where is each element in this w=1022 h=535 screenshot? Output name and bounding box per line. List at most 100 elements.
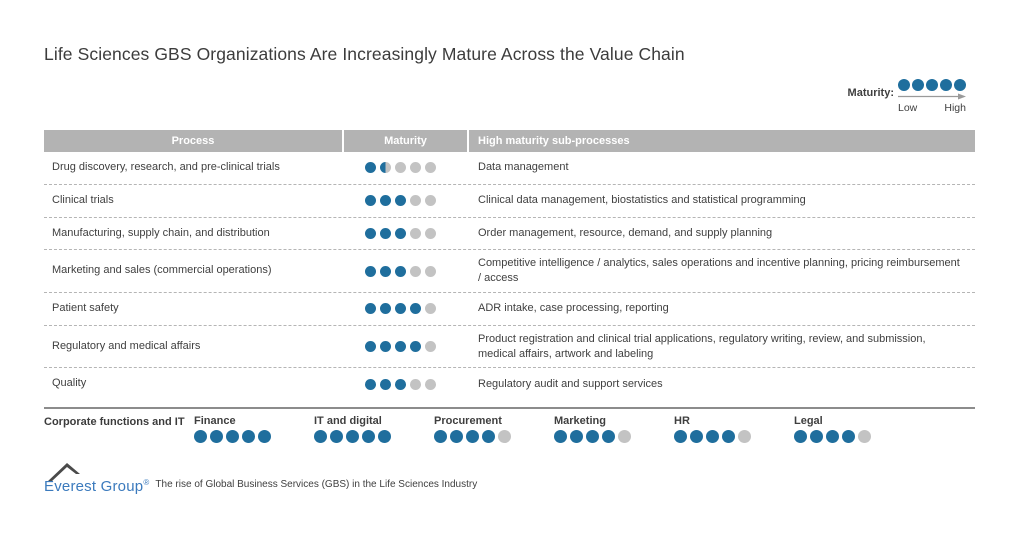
- maturity-dot-filled: [926, 79, 938, 91]
- maturity-dot-filled: [826, 430, 839, 443]
- maturity-dot-filled: [346, 430, 359, 443]
- maturity-dot-filled: [330, 430, 343, 443]
- everest-group-logo: Everest Group®: [44, 461, 149, 494]
- corporate-function: Legal: [794, 415, 914, 443]
- maturity-dot-filled: [380, 227, 391, 239]
- maturity-dot-filled: [794, 430, 807, 443]
- registered-mark: ®: [143, 478, 150, 487]
- corporate-function-dots: [434, 430, 554, 443]
- corporate-function-dots: [794, 430, 914, 443]
- corporate-function-name: Marketing: [554, 415, 606, 427]
- maturity-dot-filled: [586, 430, 599, 443]
- maturity-dot-filled: [706, 430, 719, 443]
- maturity-dot-empty: [410, 265, 421, 277]
- maturity-dot-filled: [602, 430, 615, 443]
- maturity-dots: [344, 195, 469, 207]
- table-row: Marketing and sales (commercial operatio…: [44, 250, 975, 293]
- subprocess-cell: Clinical data management, biostatistics …: [478, 194, 806, 207]
- page-title: Life Sciences GBS Organizations Are Incr…: [44, 44, 685, 64]
- maturity-dot-filled: [378, 430, 391, 443]
- corporate-functions-label: Corporate functions and IT: [44, 416, 185, 428]
- process-cell: Regulatory and medical affairs: [52, 339, 201, 352]
- maturity-legend-label: Maturity:: [847, 87, 894, 99]
- maturity-dot-empty: [425, 162, 436, 174]
- arrow-right-icon: [898, 93, 966, 100]
- maturity-dot-filled: [380, 265, 391, 277]
- maturity-dot-empty: [858, 430, 871, 443]
- maturity-dot-empty: [425, 265, 436, 277]
- maturity-dot-filled: [226, 430, 239, 443]
- maturity-dot-empty: [618, 430, 631, 443]
- process-cell: Patient safety: [52, 301, 119, 314]
- maturity-dot-empty: [425, 303, 436, 315]
- maturity-dot-filled: [940, 79, 952, 91]
- table-header: Process Maturity High maturity sub-proce…: [44, 130, 975, 152]
- header-maturity: Maturity: [344, 130, 469, 152]
- maturity-dot-filled: [242, 430, 255, 443]
- subprocess-cell: Competitive intelligence / analytics, sa…: [478, 257, 960, 285]
- maturity-dot-empty: [410, 162, 421, 174]
- legend-minmax: Low High: [898, 102, 966, 114]
- corporate-function: Finance: [194, 415, 314, 443]
- maturity-dot-empty: [410, 195, 421, 207]
- maturity-dots: [344, 341, 469, 353]
- maturity-dot-filled: [365, 162, 376, 174]
- legend-dots: [898, 79, 966, 91]
- subprocess-cell: Data management: [478, 161, 569, 174]
- process-cell: Clinical trials: [52, 193, 114, 206]
- corporate-function-dots: [554, 430, 674, 443]
- legend-high-label: High: [944, 102, 966, 114]
- maturity-dot-filled: [365, 378, 376, 390]
- maturity-dot-filled: [365, 227, 376, 239]
- maturity-dot-filled: [722, 430, 735, 443]
- maturity-dot-filled: [410, 341, 421, 353]
- corporate-function: Procurement: [434, 415, 554, 443]
- maturity-dots: [344, 378, 469, 390]
- maturity-dot-filled: [258, 430, 271, 443]
- maturity-legend: Maturity: Low High: [848, 79, 966, 114]
- maturity-dot-filled: [380, 195, 391, 207]
- table-row: Drug discovery, research, and pre-clinic…: [44, 152, 975, 185]
- subprocess-cell: Order management, resource, demand, and …: [478, 226, 773, 239]
- maturity-dot-half: [380, 162, 391, 174]
- maturity-dot-filled: [810, 430, 823, 443]
- subprocess-cell: Product registration and clinical trial …: [478, 332, 926, 360]
- maturity-dots: [344, 303, 469, 315]
- table-row: Manufacturing, supply chain, and distrib…: [44, 218, 975, 251]
- maturity-dot-filled: [410, 303, 421, 315]
- maturity-dot-filled: [365, 195, 376, 207]
- corporate-function-name: HR: [674, 415, 690, 427]
- subprocess-cell: Regulatory audit and support services: [478, 377, 663, 390]
- maturity-dot-empty: [425, 341, 436, 353]
- maturity-dot-filled: [380, 378, 391, 390]
- corporate-function: IT and digital: [314, 415, 434, 443]
- maturity-dots: [344, 265, 469, 277]
- maturity-dot-filled: [395, 303, 406, 315]
- maturity-dot-filled: [395, 265, 406, 277]
- maturity-dot-filled: [674, 430, 687, 443]
- maturity-dot-filled: [380, 341, 391, 353]
- maturity-dot-empty: [738, 430, 751, 443]
- maturity-dot-empty: [425, 195, 436, 207]
- corporate-function-name: Procurement: [434, 415, 502, 427]
- maturity-dot-filled: [690, 430, 703, 443]
- maturity-dot-filled: [842, 430, 855, 443]
- maturity-dot-filled: [210, 430, 223, 443]
- table-row: Patient safety ADR intake, case processin…: [44, 293, 975, 326]
- maturity-dot-filled: [314, 430, 327, 443]
- logo-text: Everest Group®: [44, 478, 150, 495]
- footer-caption: The rise of Global Business Services (GB…: [155, 479, 478, 490]
- maturity-dots: [344, 227, 469, 239]
- maturity-dot-filled: [466, 430, 479, 443]
- footer: Everest Group® The rise of Global Busine…: [44, 461, 477, 494]
- corporate-function: HR: [674, 415, 794, 443]
- maturity-dot-empty: [410, 378, 421, 390]
- maturity-dot-filled: [434, 430, 447, 443]
- maturity-dots: [344, 162, 469, 174]
- maturity-dot-filled: [450, 430, 463, 443]
- corporate-function-dots: [194, 430, 314, 443]
- table-body: Drug discovery, research, and pre-clinic…: [44, 152, 975, 400]
- maturity-dot-empty: [395, 162, 406, 174]
- corporate-function-name: Finance: [194, 415, 236, 427]
- maturity-dot-empty: [498, 430, 511, 443]
